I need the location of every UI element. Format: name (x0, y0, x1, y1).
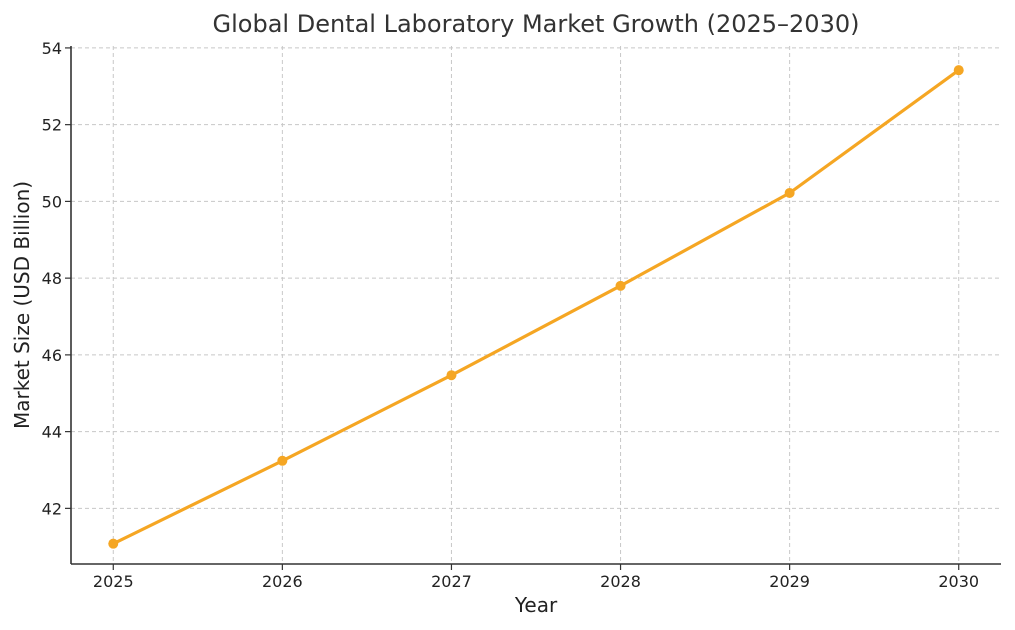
series-line (111, 68, 961, 546)
data-point (615, 280, 626, 291)
series-layer (108, 65, 964, 549)
axes (70, 46, 1001, 565)
data-point (277, 455, 288, 466)
y-axis-label: Market Size (USD Billion) (10, 181, 34, 429)
y-tick-label: 44 (42, 423, 62, 442)
x-axis-label: Year (514, 593, 558, 617)
x-tick-label: 2029 (769, 572, 810, 591)
x-tick-label: 2028 (600, 572, 641, 591)
x-tick-label: 2025 (93, 572, 134, 591)
data-point (108, 538, 119, 549)
chart-title: Global Dental Laboratory Market Growth (… (213, 10, 860, 38)
x-tick-label: 2030 (938, 572, 979, 591)
x-tick-label: 2026 (262, 572, 303, 591)
data-point (446, 370, 457, 381)
y-tick-label: 50 (42, 192, 62, 211)
y-tick-label: 48 (42, 269, 62, 288)
y-tick-label: 52 (42, 116, 62, 135)
data-point (784, 187, 795, 198)
x-tick-label: 2027 (431, 572, 472, 591)
y-tick-label: 46 (42, 346, 62, 365)
y-tick-label: 42 (42, 499, 62, 518)
ticks: 42 44 46 48 50 52 54 2025 2026 2027 2028 2029 2030 (42, 39, 979, 591)
y-tick-label: 54 (42, 39, 62, 58)
data-point (953, 65, 964, 76)
grid (71, 46, 1001, 564)
